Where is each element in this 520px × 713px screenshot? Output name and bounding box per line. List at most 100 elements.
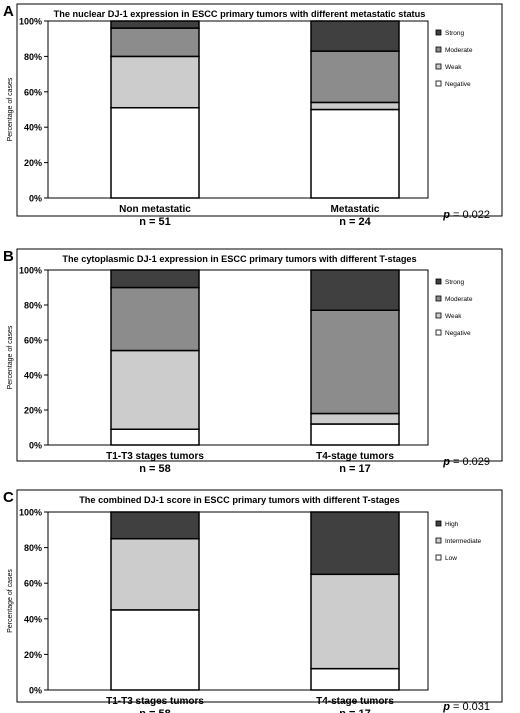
y-tick-label: 100%	[19, 508, 42, 518]
p-value: p = 0.022	[442, 209, 490, 221]
bar-segment-strong	[310, 269, 400, 311]
chart-title: The cytoplasmic DJ-1 expression in ESCC …	[62, 254, 416, 264]
panel-letter: C	[3, 489, 14, 506]
p-value: p = 0.031	[442, 701, 490, 713]
legend-swatch	[435, 46, 442, 53]
bar-segment-intermediate	[110, 537, 200, 611]
legend-label: Negative	[445, 81, 471, 88]
chart-panel-b: B The cytoplasmic DJ-1 expression in ESCC…	[3, 248, 503, 475]
legend-label: Weak	[445, 64, 462, 71]
legend-swatch	[435, 80, 442, 87]
legend-label: Negative	[445, 330, 471, 337]
x-tick-label: T4-stage tumors	[316, 696, 394, 707]
n-label: n = 58	[139, 708, 171, 713]
y-tick-label: 100%	[19, 17, 42, 27]
x-tick-label: Metastatic	[331, 204, 380, 215]
y-tick-label: 80%	[24, 52, 42, 62]
x-tick-label: T1-T3 stages tumors	[106, 696, 204, 707]
legend-label: Strong	[445, 279, 465, 286]
bar-segment-negative	[310, 108, 400, 199]
y-tick-label: 0%	[29, 686, 42, 696]
legend-label: Moderate	[445, 47, 473, 54]
chart-frame	[16, 248, 503, 462]
p-value-number: = 0.031	[450, 701, 490, 713]
p-value-symbol: p	[442, 209, 450, 221]
chart-frame	[16, 3, 503, 217]
n-label: n = 58	[139, 463, 171, 475]
legend-label: High	[445, 521, 459, 528]
y-tick-label: 20%	[24, 158, 42, 168]
y-axis-label: Percentage of cases	[7, 569, 14, 633]
bar-segment-weak	[110, 55, 200, 109]
legend-swatch	[435, 29, 442, 36]
bar-segment-strong	[110, 269, 200, 289]
chart-panel-a: A The nuclear DJ-1 expression in ESCC pri…	[3, 3, 503, 228]
y-tick-label: 20%	[24, 406, 42, 416]
bar-segment-moderate	[110, 286, 200, 352]
bar-segment-intermediate	[310, 573, 400, 670]
chart-title: The nuclear DJ-1 expression in ESCC prim…	[54, 9, 426, 19]
y-tick-label: 80%	[24, 301, 42, 311]
bar-segment-low	[310, 667, 400, 691]
p-value: p = 0.029	[442, 456, 490, 468]
bar-segment-moderate	[110, 27, 200, 58]
legend-swatch	[435, 537, 442, 544]
plot-area	[47, 511, 429, 691]
legend-label: Moderate	[445, 296, 473, 303]
y-tick-label: 20%	[24, 650, 42, 660]
bar-segment-negative	[110, 428, 200, 446]
y-tick-label: 60%	[24, 336, 42, 346]
p-value-symbol: p	[442, 701, 450, 713]
legend-swatch	[435, 329, 442, 336]
legend-label: Low	[445, 555, 457, 562]
panel-letter: B	[3, 248, 14, 265]
y-tick-label: 0%	[29, 194, 42, 204]
y-tick-label: 80%	[24, 543, 42, 553]
bar-segment-low	[110, 609, 200, 691]
bar-segment-weak	[310, 101, 400, 111]
plot-area	[47, 269, 429, 446]
bar-segment-negative	[110, 106, 200, 199]
x-tick-label: Non metastatic	[119, 204, 191, 215]
legend-swatch	[435, 63, 442, 70]
n-label: n = 24	[339, 216, 371, 228]
n-label: n = 51	[139, 216, 171, 228]
plot-area	[47, 20, 429, 199]
legend-swatch	[435, 295, 442, 302]
y-tick-label: 40%	[24, 371, 42, 381]
n-label: n = 17	[339, 463, 371, 475]
bar-segment-moderate	[310, 309, 400, 415]
y-tick-label: 60%	[24, 87, 42, 97]
y-axis-label: Percentage of cases	[7, 77, 14, 141]
bar-segment-high	[110, 511, 200, 540]
bar-segment-weak	[110, 349, 200, 430]
y-tick-label: 0%	[29, 441, 42, 451]
bar-segment-strong	[310, 20, 400, 52]
legend-label: Strong	[445, 30, 465, 37]
y-tick-label: 60%	[24, 579, 42, 589]
chart-frame	[16, 489, 503, 703]
x-tick-label: T4-stage tumors	[316, 451, 394, 462]
bar-segment-moderate	[310, 50, 400, 104]
panel-letter: A	[3, 3, 14, 20]
bar-segment-high	[310, 511, 400, 576]
legend-swatch	[435, 278, 442, 285]
chart-panel-c: C The combined DJ-1 score in ESCC primary…	[3, 489, 503, 713]
p-value-number: = 0.022	[450, 209, 490, 221]
bar-segment-strong	[110, 20, 200, 29]
legend-swatch	[435, 554, 442, 561]
y-tick-label: 40%	[24, 614, 42, 624]
y-tick-label: 100%	[19, 266, 42, 276]
y-tick-label: 40%	[24, 123, 42, 133]
bar-segment-weak	[310, 412, 400, 425]
legend-swatch	[435, 520, 442, 527]
legend-label: Weak	[445, 313, 462, 320]
y-axis-label: Percentage of cases	[7, 325, 14, 389]
p-value-number: = 0.029	[450, 456, 490, 468]
legend-swatch	[435, 312, 442, 319]
n-label: n = 17	[339, 708, 371, 713]
p-value-symbol: p	[442, 456, 450, 468]
x-tick-label: T1-T3 stages tumors	[106, 451, 204, 462]
bar-segment-negative	[310, 423, 400, 446]
